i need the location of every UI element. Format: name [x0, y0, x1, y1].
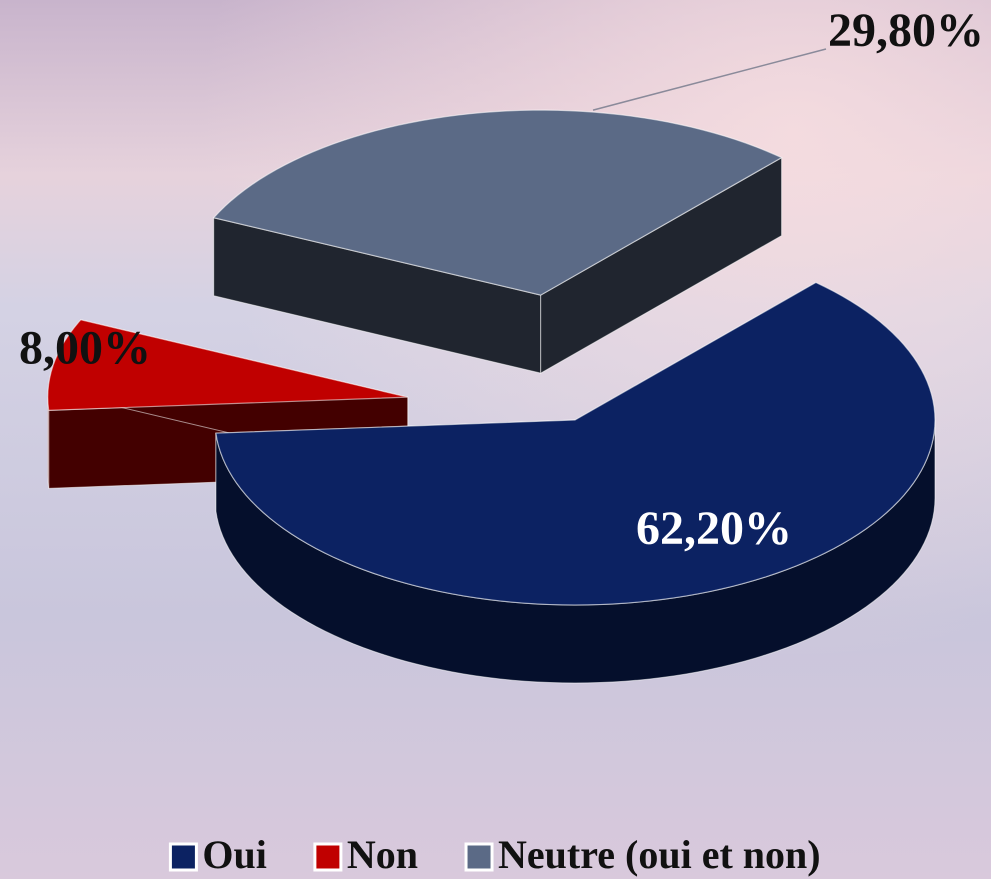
data-label: 62,20%: [636, 502, 792, 555]
legend-label: Non: [347, 832, 418, 877]
legend-swatch: [466, 844, 492, 870]
legend-item: Neutre (oui et non): [466, 832, 821, 877]
data-label: 8,00%: [19, 321, 151, 374]
legend-label: Oui: [202, 832, 266, 877]
data-label: 29,80%: [828, 4, 984, 57]
page: 62,20% 8,00% 29,80% Oui Non Neutre (oui et n…: [0, 0, 991, 879]
chart: 62,20% 8,00% 29,80% Oui Non Neutre (oui et n…: [0, 0, 991, 879]
legend-swatch: [315, 844, 341, 870]
legend-swatch: [170, 844, 196, 870]
legend-label: Neutre (oui et non): [498, 832, 821, 877]
